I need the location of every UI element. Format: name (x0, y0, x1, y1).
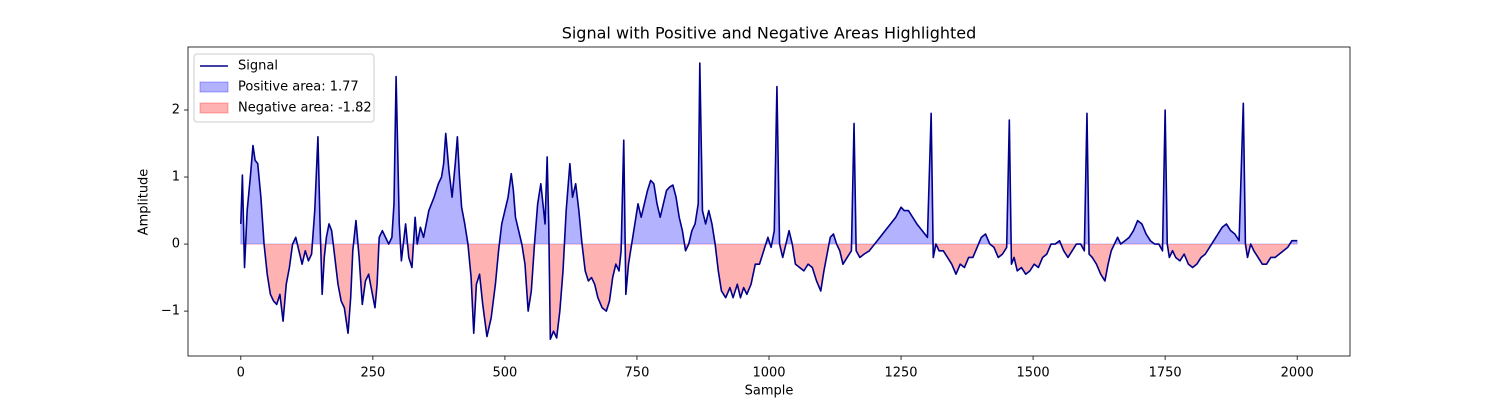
x-tick-label: 1000 (752, 366, 785, 381)
x-tick-label: 1250 (884, 366, 917, 381)
legend-swatch (199, 81, 229, 93)
chart-title: Signal with Positive and Negative Areas … (562, 24, 977, 43)
legend: Signal Positive area: 1.77 Negative area: … (193, 53, 375, 123)
y-tick-label: −1 (161, 304, 180, 319)
legend-label: Signal (238, 59, 278, 74)
x-tick-label: 2000 (1281, 366, 1314, 381)
x-tick-label: 750 (625, 366, 650, 381)
y-tick-label: 0 (172, 237, 180, 252)
y-tick-label: 2 (172, 103, 180, 118)
signal-line (240, 62, 1298, 341)
x-tick-label: 1500 (1017, 366, 1050, 381)
x-tick-label: 1750 (1149, 366, 1182, 381)
x-tick-label: 500 (492, 366, 517, 381)
x-tick-label: 250 (360, 366, 385, 381)
legend-swatch (199, 102, 229, 114)
y-tick-label: 1 (172, 170, 180, 185)
legend-label: Negative area: -1.82 (238, 101, 372, 116)
x-axis-label: Sample (745, 384, 794, 399)
y-axis-label: Amplitude (137, 169, 152, 236)
legend-label: Positive area: 1.77 (238, 80, 359, 95)
x-tick-label: 0 (237, 366, 245, 381)
plot-frame (187, 46, 1351, 357)
legend-box (193, 53, 375, 123)
